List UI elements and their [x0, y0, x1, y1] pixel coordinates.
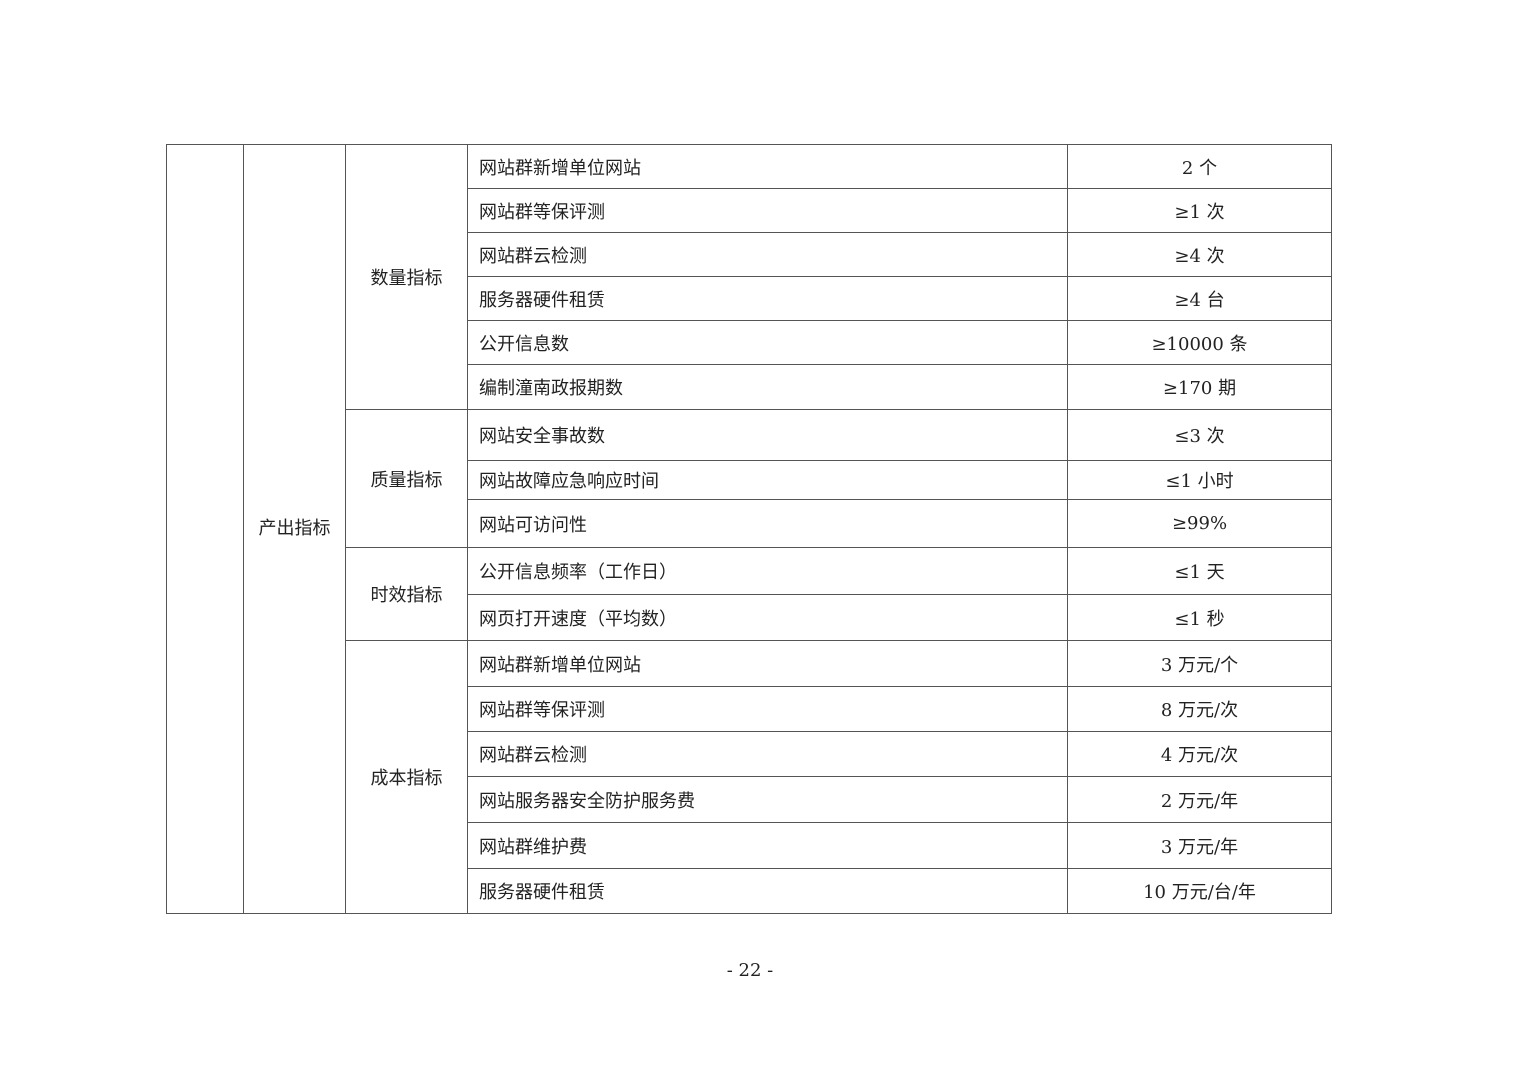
table-row: 质量指标 网站安全事故数 ≤3 次 — [167, 409, 1332, 548]
table-row: 网站故障应急响应时间 ≤1 小时 — [167, 460, 1332, 500]
indicator-cell: 网站故障应急响应时间 — [467, 460, 1068, 500]
level3-cell: 数量指标 — [345, 144, 468, 410]
indicator-cell: 网站安全事故数 — [467, 409, 1068, 461]
table-row: 服务器硬件租赁 ≥4 台 — [167, 276, 1332, 321]
level3-cell: 质量指标 — [345, 409, 468, 548]
level3-cell: 成本指标 — [345, 640, 468, 914]
value-cell: ≥1 次 — [1067, 188, 1332, 233]
indicator-cell: 服务器硬件租赁 — [467, 868, 1068, 914]
level3-cell: 时效指标 — [345, 547, 468, 641]
value-cell: ≥170 期 — [1067, 364, 1332, 410]
indicator-cell: 网站服务器安全防护服务费 — [467, 776, 1068, 823]
indicator-cell: 网站可访问性 — [467, 499, 1068, 548]
value-cell: ≤1 秒 — [1067, 594, 1332, 641]
table-row: 网站群维护费 3 万元/年 — [167, 822, 1332, 869]
table-row: 网站群云检测 4 万元/次 — [167, 731, 1332, 777]
value-cell: 2 个 — [1067, 144, 1332, 189]
indicator-cell: 网站群云检测 — [467, 731, 1068, 777]
table-row: 编制潼南政报期数 ≥170 期 — [167, 364, 1332, 410]
level2-cell: 产出指标 — [243, 144, 346, 914]
table-row: 产出指标 数量指标 网站群新增单位网站 2 个 — [166, 144, 1332, 914]
page-number: - 22 - — [726, 960, 774, 981]
table-row: 服务器硬件租赁 10 万元/台/年 — [167, 868, 1332, 914]
value-cell: ≤1 小时 — [1067, 460, 1332, 500]
indicator-cell: 网站群等保评测 — [467, 686, 1068, 732]
value-cell: 2 万元/年 — [1067, 776, 1332, 823]
value-cell: ≥10000 条 — [1067, 320, 1332, 365]
value-cell: ≥4 台 — [1067, 276, 1332, 321]
performance-indicator-table: 产出指标 数量指标 网站群新增单位网站 2 个网站群等保评测 ≥1 次网站群云检测 ≥4 … — [166, 144, 1332, 914]
indicator-cell: 服务器硬件租赁 — [467, 276, 1068, 321]
table-row: 公开信息数 ≥10000 条 — [167, 320, 1332, 365]
table-row: 网站群云检测 ≥4 次 — [167, 232, 1332, 277]
indicator-cell: 网站群维护费 — [467, 822, 1068, 869]
indicator-cell: 网页打开速度（平均数） — [467, 594, 1068, 641]
value-cell: 3 万元/个 — [1067, 640, 1332, 687]
value-cell: 10 万元/台/年 — [1067, 868, 1332, 914]
indicator-cell: 公开信息数 — [467, 320, 1068, 365]
table-row: 网站可访问性 ≥99% — [167, 499, 1332, 548]
level1-cell — [166, 144, 244, 914]
table-row: 时效指标 公开信息频率（工作日） ≤1 天 — [167, 547, 1332, 641]
value-cell: 8 万元/次 — [1067, 686, 1332, 732]
indicator-cell: 网站群新增单位网站 — [467, 640, 1068, 687]
value-cell: ≤3 次 — [1067, 409, 1332, 461]
indicator-cell: 网站群新增单位网站 — [467, 144, 1068, 189]
table-row: 网页打开速度（平均数） ≤1 秒 — [167, 594, 1332, 641]
value-cell: ≤1 天 — [1067, 547, 1332, 595]
indicator-cell: 网站群云检测 — [467, 232, 1068, 277]
table-row: 网站群等保评测 8 万元/次 — [167, 686, 1332, 732]
value-cell: 3 万元/年 — [1067, 822, 1332, 869]
value-cell: ≥99% — [1067, 499, 1332, 548]
value-cell: ≥4 次 — [1067, 232, 1332, 277]
table-row: 网站群等保评测 ≥1 次 — [167, 188, 1332, 233]
indicator-cell: 网站群等保评测 — [467, 188, 1068, 233]
value-cell: 4 万元/次 — [1067, 731, 1332, 777]
indicator-cell: 编制潼南政报期数 — [467, 364, 1068, 410]
table-row: 成本指标 网站群新增单位网站 3 万元/个 — [167, 640, 1332, 914]
table-row: 网站服务器安全防护服务费 2 万元/年 — [167, 776, 1332, 823]
indicator-cell: 公开信息频率（工作日） — [467, 547, 1068, 595]
